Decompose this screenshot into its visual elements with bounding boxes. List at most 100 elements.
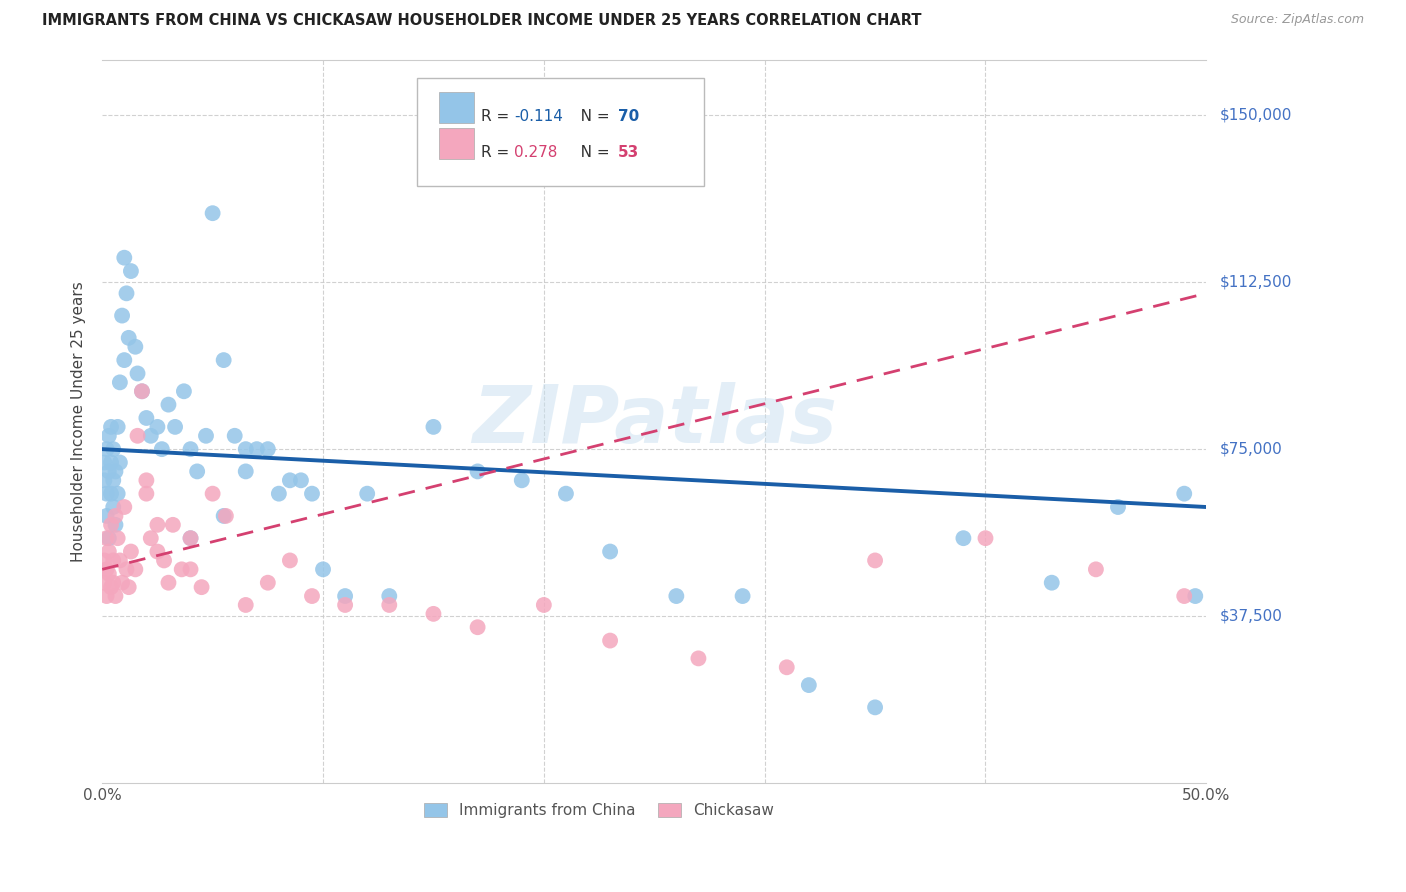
Point [378,598,401,612]
Point [97,544,120,558]
Point [97,464,120,478]
Point [422,607,444,621]
Point [201,486,224,500]
Point [108,376,131,390]
Point [333,598,356,612]
Point [157,398,180,412]
Point [97,566,120,581]
Point [115,562,138,576]
Point [510,473,533,487]
Point [93,575,115,590]
Point [103,575,125,590]
Point [1040,575,1063,590]
Point [104,508,127,523]
Point [165,420,187,434]
Point [235,442,257,457]
Point [1173,589,1195,603]
Text: ZIPatlas: ZIPatlas [472,383,837,460]
Point [131,384,153,399]
Point [312,562,335,576]
Point [96,486,118,500]
Point [104,517,127,532]
Point [118,331,141,345]
Point [256,575,278,590]
Point [170,562,193,576]
Point [112,500,135,514]
Point [180,531,202,545]
Text: IMMIGRANTS FROM CHINA VS CHICKASAW HOUSEHOLDER INCOME UNDER 25 YEARS CORRELATION: IMMIGRANTS FROM CHINA VS CHICKASAW HOUSE… [42,13,922,29]
Point [139,429,162,443]
Point [467,464,489,478]
Point [974,531,997,545]
Point [146,544,169,558]
Point [97,531,120,545]
Text: 0.278: 0.278 [515,145,557,160]
Point [201,206,224,220]
Point [96,508,118,523]
Legend: Immigrants from China, Chickasaw: Immigrants from China, Chickasaw [416,796,782,826]
Point [93,553,115,567]
Point [100,486,122,500]
Point [215,508,238,523]
Point [107,486,129,500]
Point [599,633,621,648]
Text: N =: N = [567,145,614,160]
Point [1184,589,1206,603]
Point [356,486,378,500]
Point [103,442,125,457]
Point [108,553,131,567]
Point [146,517,169,532]
Point [533,598,555,612]
Point [100,455,122,469]
Point [153,553,176,567]
Point [863,700,886,714]
Point [111,575,134,590]
Point [100,420,122,434]
Point [93,455,115,469]
Point [212,353,235,368]
Point [333,589,356,603]
Point [135,486,157,500]
Point [103,553,125,567]
Point [146,420,169,434]
Point [246,442,269,457]
Point [139,531,162,545]
Text: -0.114: -0.114 [515,109,562,124]
Point [278,553,301,567]
Point [103,473,125,487]
Text: $75,000: $75,000 [1220,442,1282,457]
Point [124,340,146,354]
Point [124,562,146,576]
Point [150,442,173,457]
Point [190,580,212,594]
Point [863,553,886,567]
Point [301,486,323,500]
Text: $37,500: $37,500 [1220,608,1284,624]
Point [100,580,122,594]
Text: $150,000: $150,000 [1220,108,1292,123]
Point [112,251,135,265]
Y-axis label: Householder Income Under 25 years: Householder Income Under 25 years [72,281,86,562]
Point [235,464,257,478]
Point [1084,562,1107,576]
Point [111,309,134,323]
Text: $112,500: $112,500 [1220,275,1292,290]
Point [180,562,202,576]
Point [135,411,157,425]
Text: R =: R = [481,109,515,124]
Point [1107,500,1129,514]
Point [952,531,974,545]
Point [180,442,202,457]
Point [555,486,578,500]
Point [96,589,118,603]
Point [1173,486,1195,500]
Point [135,473,157,487]
Point [235,598,257,612]
FancyBboxPatch shape [439,92,474,122]
FancyBboxPatch shape [439,128,474,159]
Point [290,473,312,487]
Point [97,429,120,443]
Point [157,575,180,590]
Point [127,429,149,443]
Text: Source: ZipAtlas.com: Source: ZipAtlas.com [1230,13,1364,27]
